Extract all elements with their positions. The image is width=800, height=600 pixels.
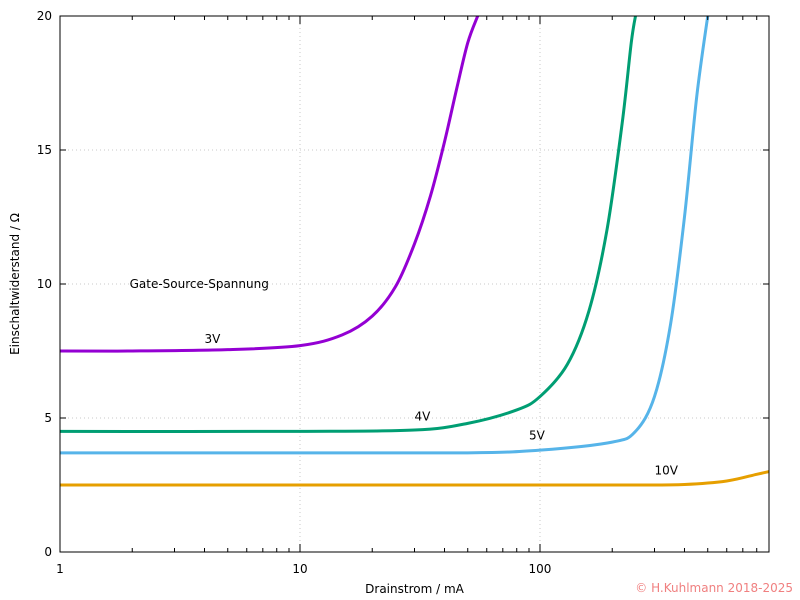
series-label-4v: 4V [415, 410, 432, 424]
y-tick-label: 15 [37, 143, 52, 157]
y-tick-label: 0 [44, 545, 52, 559]
y-tick-label: 10 [37, 277, 52, 291]
series-line-4v [60, 16, 637, 433]
grid-layer [60, 16, 769, 552]
x-tick-label: 10 [292, 562, 307, 576]
series-line-10v [60, 470, 769, 487]
series-label-10v: 10V [654, 463, 678, 477]
x-axis-title: Drainstrom / mA [365, 582, 464, 596]
x-tick-label: 100 [529, 562, 552, 576]
series-label-3v: 3V [204, 332, 221, 346]
series-line-3v [60, 16, 480, 353]
x-tick-label: 1 [56, 562, 64, 576]
y-axis-title: Einschaltwiderstand / Ω [8, 213, 22, 355]
label-layer: 0 5 10 15 20 1 10 100 3V 4V 5V 10V [37, 9, 679, 576]
tick-layer [59, 15, 770, 553]
series-line-5v [60, 16, 710, 455]
y-tick-label: 20 [37, 9, 52, 23]
legend-title: Gate-Source-Spannung [130, 277, 269, 291]
copyright-text: © H.Kuhlmann 2018-2025 [635, 581, 793, 595]
y-tick-label: 5 [44, 411, 52, 425]
series-label-5v: 5V [529, 428, 546, 442]
series-layer [60, 16, 769, 487]
